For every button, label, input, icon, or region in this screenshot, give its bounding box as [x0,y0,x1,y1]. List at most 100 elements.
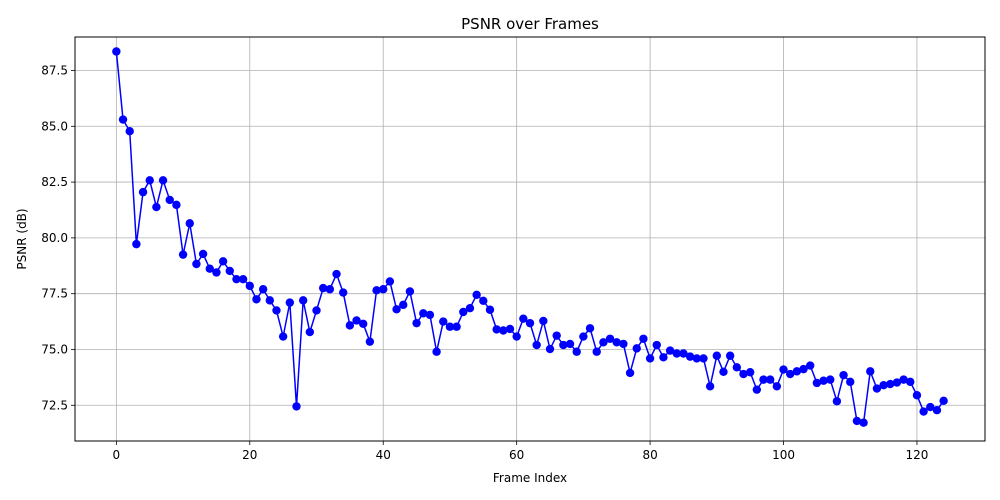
x-tick-label: 0 [113,448,121,462]
x-tick-label: 100 [772,448,795,462]
data-point [158,176,168,185]
data-point [198,249,208,259]
data-point [812,378,822,388]
data-point [485,305,495,314]
data-point [272,306,281,315]
data-point [339,288,348,297]
data-point [245,281,254,291]
data-point [312,306,321,315]
data-point [645,354,655,363]
data-point [192,259,201,269]
data-point [298,296,308,305]
data-point [665,346,675,355]
x-tick-label: 80 [642,448,657,462]
y-tick-label: 87.5 [41,63,68,77]
data-point [806,361,815,370]
x-axis-label: Frame Index [493,471,567,485]
series-line [115,51,945,424]
data-point [779,365,788,374]
data-point [399,300,408,310]
data-point [425,310,435,320]
plot-area-frame [74,36,986,442]
data-point [792,367,802,376]
data-point [372,286,381,295]
data-point [225,266,234,276]
x-tick-label: 60 [509,448,524,462]
data-point [859,418,868,427]
data-point [138,187,148,197]
data-point [652,340,661,350]
data-point [785,369,795,379]
data-point [112,47,121,56]
data-point [852,416,862,426]
data-point [232,274,241,284]
data-point [732,363,742,372]
data-point [218,257,228,266]
data-point [445,322,455,331]
data-point [572,347,581,356]
data-point [178,250,188,259]
data-point [412,318,421,328]
data-point [539,316,548,326]
data-point [725,351,735,360]
data-point [819,376,828,385]
data-point [705,382,715,391]
data-point [238,274,248,284]
data-point [278,332,288,341]
data-point [879,381,888,390]
data-point [832,397,842,406]
data-point [465,303,475,313]
x-tick-label: 120 [905,448,928,462]
data-point [866,367,875,376]
data-point [752,385,762,394]
data-point [532,340,541,350]
data-point [365,337,375,346]
data-point [719,367,728,377]
x-tick-label: 20 [242,448,257,462]
y-tick-label: 75.0 [41,342,68,356]
data-point [846,377,855,387]
data-point [405,287,415,296]
data-point [452,322,461,331]
data-point [318,283,328,293]
data-point [639,334,648,343]
data-point [552,331,561,340]
data-point [712,351,721,360]
data-point [439,317,448,326]
data-point [512,332,521,341]
data-point [605,334,615,343]
y-tick-label: 82.5 [41,175,68,189]
y-axis-label: PSNR (dB) [15,208,29,269]
data-point [258,285,268,294]
data-point [685,352,695,361]
data-point [505,324,515,334]
y-tick-label: 85.0 [41,119,68,133]
data-point [385,277,395,286]
data-point [559,340,568,350]
data-point [839,370,848,380]
data-point [765,375,775,384]
data-point [292,402,301,411]
data-point [739,369,748,379]
data-point [886,379,895,389]
data-point [332,269,341,279]
data-point [565,339,575,349]
data-point [285,298,295,307]
data-point [419,309,428,318]
data-point [359,319,368,329]
data-point [205,264,214,273]
data-point [165,195,174,205]
data-point [432,347,441,356]
data-point [612,338,621,347]
data-point [459,307,468,317]
data-point [699,354,708,363]
data-point [145,176,154,185]
data-point [919,407,928,416]
y-tick-label: 72.5 [41,398,68,412]
data-point [152,202,161,212]
data-point [252,295,261,304]
data-point [926,402,935,412]
data-point [932,406,942,415]
data-point [352,316,361,325]
